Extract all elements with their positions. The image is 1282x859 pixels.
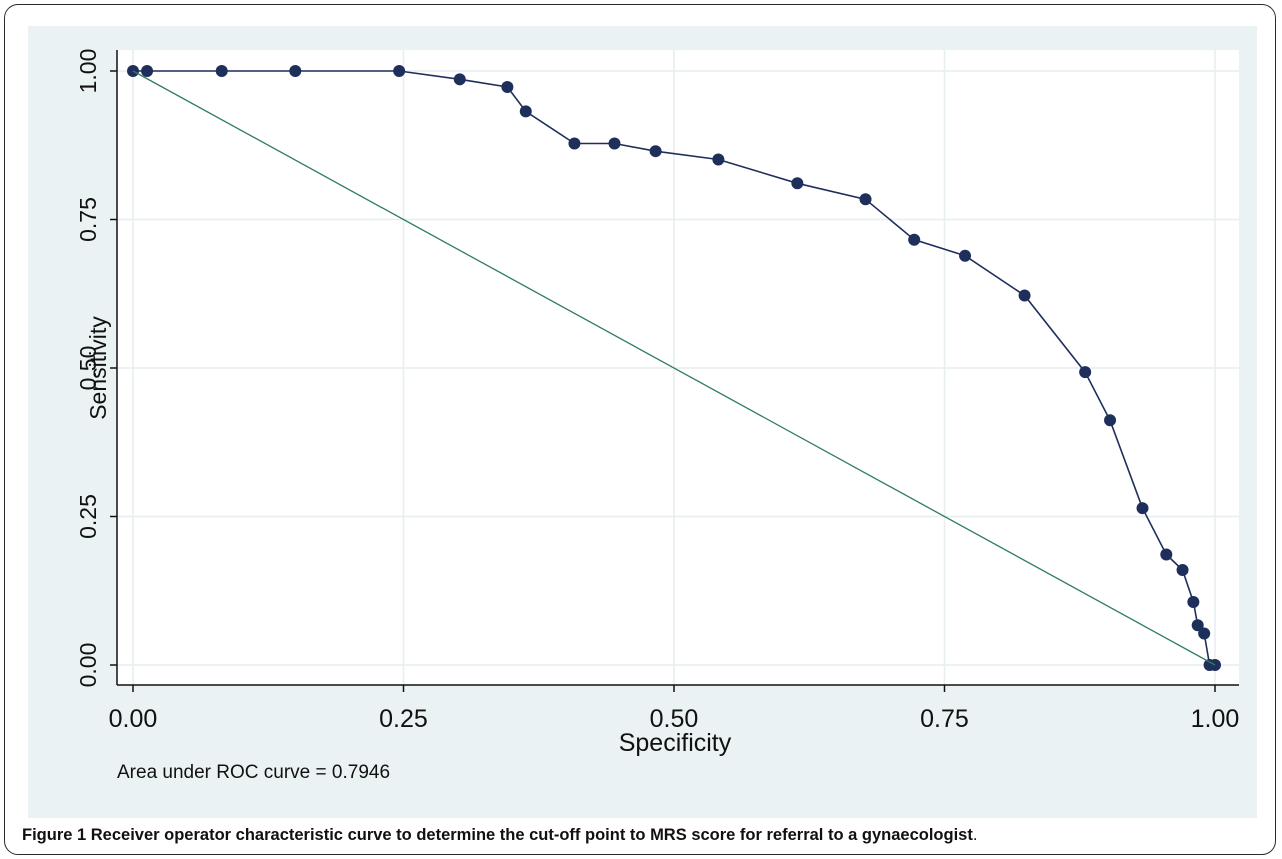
y-axis-label: Sensitivity: [85, 316, 111, 420]
roc-data-point: [453, 73, 466, 86]
roc-data-point: [568, 137, 581, 150]
auc-annotation: Area under ROC curve = 0.7946: [117, 762, 391, 783]
roc-data-point: [215, 65, 228, 77]
x-tick-label: 0.00: [109, 705, 158, 733]
roc-data-point: [1176, 563, 1189, 576]
roc-data-point: [608, 137, 621, 150]
roc-data-point: [791, 177, 804, 190]
y-tick-label: 1.00: [75, 49, 101, 94]
roc-data-point: [1104, 414, 1117, 427]
roc-data-point: [1198, 627, 1211, 640]
y-tick-label: 0.00: [75, 643, 101, 688]
x-tick-label: 0.50: [650, 705, 699, 733]
caption-text: Receiver operator characteristic curve t…: [90, 826, 973, 844]
series: [127, 65, 1221, 671]
caption-end: .: [972, 826, 978, 844]
roc-data-point: [1079, 366, 1092, 379]
axes: [110, 50, 1239, 692]
roc-data-point: [1018, 289, 1031, 302]
roc-data-point: [519, 105, 532, 118]
x-tick-label: 0.75: [920, 705, 969, 733]
x-tick-label: 0.25: [379, 705, 428, 733]
roc-data-point: [859, 193, 872, 206]
roc-data-point: [141, 65, 154, 77]
roc-data-point: [649, 145, 662, 158]
y-tick-label: 0.25: [75, 494, 101, 539]
roc-data-point: [289, 65, 302, 77]
grid-lines: [117, 50, 1239, 685]
y-tick-label: 0.75: [75, 197, 101, 242]
roc-data-point: [1187, 596, 1200, 609]
roc-data-point: [501, 81, 514, 94]
tick-labels: 0.00 0.25 0.50 0.75 1.00 0.00 0.25 0.50 0.75 1.00: [75, 49, 1239, 733]
roc-data-point: [393, 65, 406, 77]
x-axis-label: Specificity: [619, 729, 732, 757]
roc-data-point: [712, 153, 725, 166]
y-tick-label: 0.50: [75, 346, 101, 391]
caption-label: Figure 1: [22, 826, 91, 844]
reference-diagonal-line: [132, 70, 1216, 666]
roc-data-point: [1191, 619, 1204, 632]
roc-data-point: [1136, 502, 1149, 515]
roc-data-point: [1160, 548, 1173, 561]
roc-data-point: [959, 249, 972, 262]
x-tick-label: 1.00: [1191, 705, 1240, 733]
figure-caption: Figure 1 Receiver operator characteristi…: [22, 826, 977, 845]
roc-data-point: [908, 233, 921, 246]
